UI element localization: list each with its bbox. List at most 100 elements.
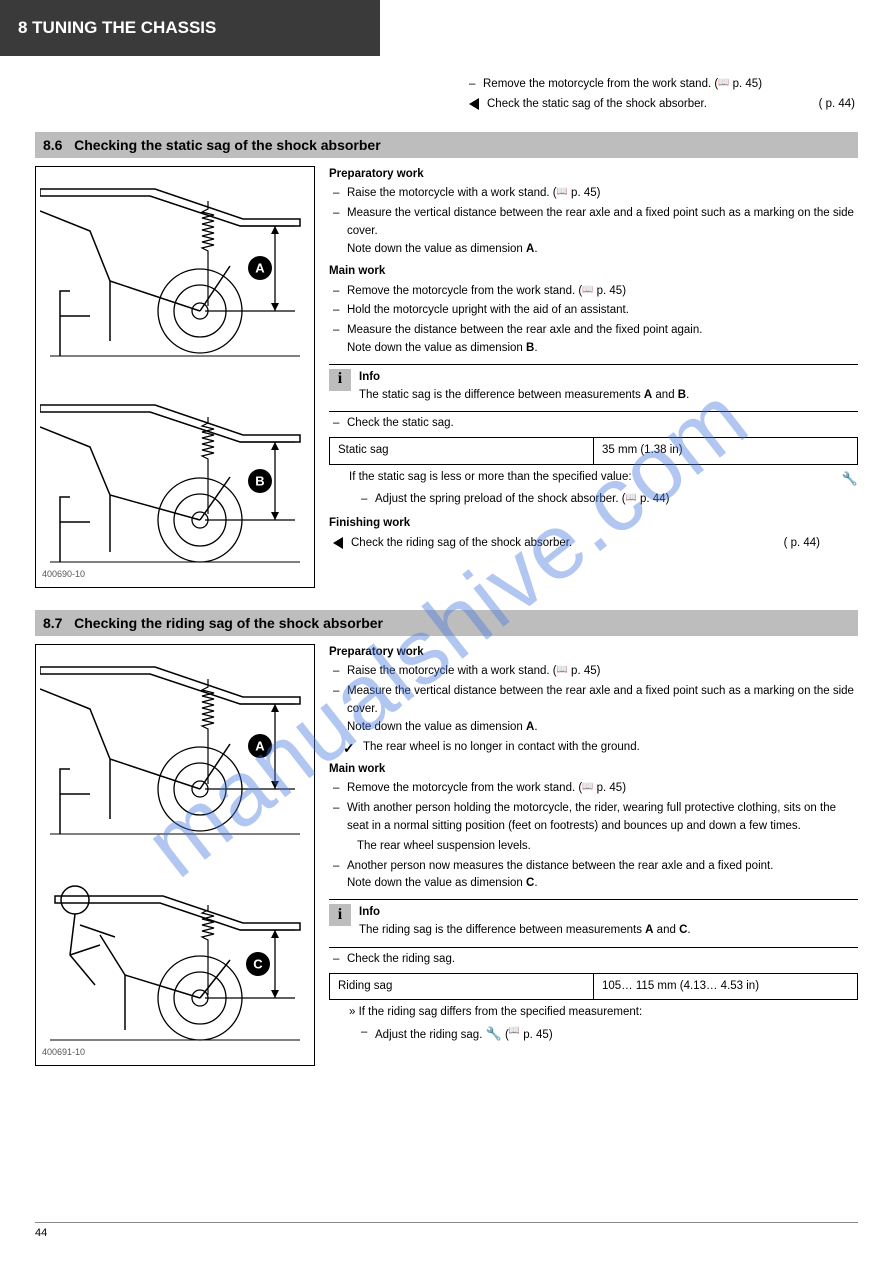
diagram-bike-B: B [40,377,310,577]
top-step-1: Remove the motorcycle from the work stan… [465,76,858,94]
page-footer: 44 [35,1222,858,1239]
text: If the static sag is less or more than t… [349,469,632,489]
top-step-2: Check the static sag of the shock absorb… [465,96,858,114]
text: Note down the value as dimension [347,721,526,733]
ref-A: A [644,389,652,401]
main-step-3: Another person now measures the distance… [329,858,858,894]
section-8-6-text: Preparatory work Raise the motorcycle wi… [329,166,858,588]
prep-check: The rear wheel is no longer in contact w… [341,739,858,757]
figure-8-7: A [35,644,315,1066]
spec-label: Static sag [330,438,594,464]
spec-table: Static sag 35 mm (1.38 in) [329,437,858,465]
page-ref-icon: 📖 [509,1025,520,1035]
page-ref-icon: 📖 [557,664,568,674]
spec-value: 105… 115 mm (4.13… 4.53 in) [594,974,857,1000]
page-ref-icon: 📖 [582,284,593,294]
adjust-action: Adjust the riding sag. 🔧 (📖 p. 45) [357,1024,858,1045]
prep-step-1: Raise the motorcycle with a work stand. … [329,663,858,681]
section-bar-8-7: 8.7 Checking the riding sag of the shock… [35,610,858,636]
text: p. 45) [593,285,626,297]
triangle-icon [333,537,343,549]
ref: ( p. 44) [819,96,855,114]
text: Measure the vertical distance between th… [347,207,854,237]
spec-value: 35 mm (1.38 in) [594,438,857,464]
info-icon: i [329,904,351,926]
text: Adjust the spring preload of the shock a… [375,493,622,505]
text: Raise the motorcycle with a work stand. … [347,187,557,199]
page-ref-icon: 📖 [626,492,637,502]
spec-table: Riding sag 105… 115 mm (4.13… 4.53 in) [329,973,858,1001]
check-step: Check the static sag. [329,415,858,433]
section-title: Checking the riding sag of the shock abs… [74,615,383,631]
heading-prep: Preparatory work [329,644,858,662]
heading-main: Main work [329,761,858,779]
diagram-bike-C: C [40,855,310,1055]
text: Measure the vertical distance between th… [347,685,854,715]
adjust-block: If the static sag is less or more than t… [347,469,858,511]
text: . [687,924,690,936]
text: The riding sag is the difference between… [359,924,645,936]
text: . [534,342,537,354]
text: . [534,721,537,733]
text: and [653,924,679,936]
text: p. 45) [729,78,762,90]
page-body: Remove the motorcycle from the work stan… [0,56,893,1066]
main-step-1: Remove the motorcycle from the work stan… [329,283,858,301]
wrench-icon: 🔧 [486,1026,502,1041]
text: p. 44) [637,493,670,505]
adjust-block: » If the riding sag differs from the spe… [347,1004,858,1047]
text: Note down the value as dimension [347,243,526,255]
text: p. 45) [593,782,626,794]
marker-C: C [253,956,263,971]
prep-step-2: Measure the vertical distance between th… [329,205,858,258]
main-step-2: Hold the motorcycle upright with the aid… [329,302,858,320]
info-heading: Info [359,371,380,383]
main-step-1: Remove the motorcycle from the work stan… [329,780,858,798]
section-number: 8.7 [43,615,62,631]
text: . [534,243,537,255]
text: . [534,877,537,889]
text: Measure the distance between the rear ax… [347,324,702,336]
text: Check the static sag of the shock absorb… [487,98,707,110]
text: p. 45) [568,665,601,677]
section-bar-8-6: 8.6 Checking the static sag of the shock… [35,132,858,158]
text: Remove the motorcycle from the work stan… [347,782,582,794]
text: Remove the motorcycle from the work stan… [347,285,582,297]
spec-label: Riding sag [330,974,594,1000]
page-ref-icon: 📖 [557,186,568,196]
triangle-icon [469,98,479,110]
marker-B: B [255,473,264,488]
finish-step: Check the riding sag of the shock absorb… [329,535,858,553]
main-step-2: With another person holding the motorcyc… [329,800,858,836]
text: The static sag is the difference between… [359,389,644,401]
chapter-header: 8 TUNING THE CHASSIS [0,0,380,56]
section-number: 8.6 [43,137,62,153]
prep-step-1: Raise the motorcycle with a work stand. … [329,185,858,203]
main-step-note: The rear wheel suspension levels. [329,838,858,856]
main-step-3: Measure the distance between the rear ax… [329,322,858,358]
figure-8-6: A B [35,166,315,588]
marker-A: A [255,260,265,275]
text: p. 45) [568,187,601,199]
info-block: i Info The static sag is the difference … [329,364,858,409]
check-step: Check the riding sag. [329,951,858,969]
text: Note down the value as dimension [347,877,526,889]
info-icon: i [329,369,351,391]
section-title: Checking the static sag of the shock abs… [74,137,381,153]
section-8-7-text: Preparatory work Raise the motorcycle wi… [329,644,858,1066]
figure-id: 400690-10 [42,569,85,579]
page-ref-icon: 📖 [582,781,593,791]
adjust-action: Adjust the spring preload of the shock a… [357,491,858,509]
page-number: 44 [35,1227,47,1239]
text: . [686,389,689,401]
heading-prep: Preparatory work [329,166,858,184]
text: Remove the motorcycle from the work stan… [483,78,718,90]
ref-B: B [678,389,686,401]
text: Another person now measures the distance… [347,860,773,872]
heading-finish: Finishing work [329,515,858,533]
ref: ( p. 44) [784,535,820,553]
page-ref-icon: 📖 [718,77,729,87]
heading-main: Main work [329,263,858,281]
text: and [652,389,678,401]
text: Check the riding sag of the shock absorb… [351,537,572,549]
